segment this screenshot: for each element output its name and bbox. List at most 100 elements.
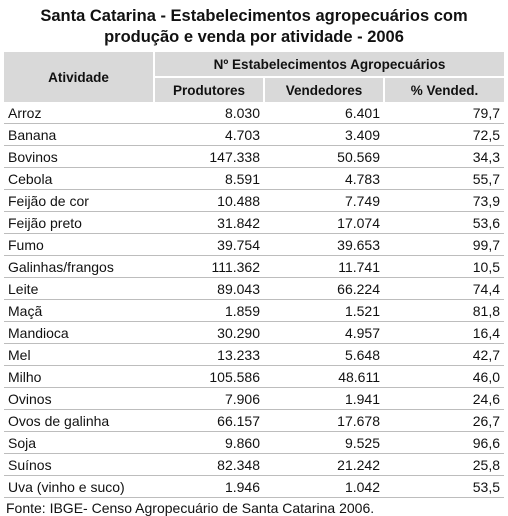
cell-atividade: Bovinos xyxy=(4,145,154,168)
table-row: Uva (vinho e suco) 1.946 1.042 53,5 xyxy=(4,475,505,498)
cell-vendedores: 21.242 xyxy=(264,453,384,476)
table-row: Galinhas/frangos 111.362 11.741 10,5 xyxy=(4,255,505,278)
header-vendedores: Vendedores xyxy=(263,76,384,102)
table-row: Banana 4.703 3.409 72,5 xyxy=(4,123,505,146)
cell-produtores: 82.348 xyxy=(154,453,264,476)
cell-atividade: Fumo xyxy=(4,233,154,256)
table-row: Ovinos 7.906 1.941 24,6 xyxy=(4,387,505,410)
cell-pct-vendedores: 53,5 xyxy=(384,475,505,498)
cell-atividade: Banana xyxy=(4,123,154,146)
cell-pct-vendedores: 99,7 xyxy=(384,233,505,256)
cell-vendedores: 1.941 xyxy=(264,387,384,410)
cell-atividade: Cebola xyxy=(4,167,154,190)
table-row: Mel 13.233 5.648 42,7 xyxy=(4,343,505,366)
cell-vendedores: 7.749 xyxy=(264,189,384,212)
cell-vendedores: 1.042 xyxy=(264,475,384,498)
cell-atividade: Arroz xyxy=(4,102,154,124)
cell-vendedores: 4.957 xyxy=(264,321,384,344)
cell-produtores: 105.586 xyxy=(154,365,264,388)
cell-vendedores: 11.741 xyxy=(264,255,384,278)
cell-pct-vendedores: 16,4 xyxy=(384,321,505,344)
cell-atividade: Leite xyxy=(4,277,154,300)
cell-pct-vendedores: 79,7 xyxy=(384,102,505,124)
cell-produtores: 30.290 xyxy=(154,321,264,344)
cell-pct-vendedores: 34,3 xyxy=(384,145,505,168)
cell-produtores: 66.157 xyxy=(154,409,264,432)
header-pct-vendedores: % Vended. xyxy=(382,76,505,102)
cell-atividade: Mel xyxy=(4,343,154,366)
table-row: Milho 105.586 48.611 46,0 xyxy=(4,365,505,388)
table-title: Santa Catarina - Estabelecimentos agrope… xyxy=(4,6,504,48)
table-row: Leite 89.043 66.224 74,4 xyxy=(4,277,505,300)
table-row: Maçã 1.859 1.521 81,8 xyxy=(4,299,505,322)
cell-pct-vendedores: 42,7 xyxy=(384,343,505,366)
cell-pct-vendedores: 53,6 xyxy=(384,211,505,234)
cell-vendedores: 3.409 xyxy=(264,123,384,146)
cell-pct-vendedores: 10,5 xyxy=(384,255,505,278)
source-note: Fonte: IBGE- Censo Agropecuário de Santa… xyxy=(6,500,375,516)
cell-produtores: 13.233 xyxy=(154,343,264,366)
cell-atividade: Uva (vinho e suco) xyxy=(4,475,154,498)
cell-atividade: Suínos xyxy=(4,453,154,476)
table-row: Ovos de galinha 66.157 17.678 26,7 xyxy=(4,409,505,432)
cell-produtores: 1.859 xyxy=(154,299,264,322)
data-table: Atividade Nº Estabelecimentos Agropecuár… xyxy=(4,52,505,498)
cell-atividade: Ovinos xyxy=(4,387,154,410)
cell-vendedores: 17.678 xyxy=(264,409,384,432)
cell-atividade: Maçã xyxy=(4,299,154,322)
cell-produtores: 31.842 xyxy=(154,211,264,234)
cell-pct-vendedores: 96,6 xyxy=(384,431,505,454)
cell-produtores: 8.030 xyxy=(154,102,264,124)
cell-pct-vendedores: 24,6 xyxy=(384,387,505,410)
cell-vendedores: 48.611 xyxy=(264,365,384,388)
table-row: Bovinos 147.338 50.569 34,3 xyxy=(4,145,505,168)
cell-produtores: 9.860 xyxy=(154,431,264,454)
cell-pct-vendedores: 55,7 xyxy=(384,167,505,190)
table-header: Atividade Nº Estabelecimentos Agropecuár… xyxy=(4,52,505,102)
cell-produtores: 89.043 xyxy=(154,277,264,300)
cell-vendedores: 50.569 xyxy=(264,145,384,168)
cell-produtores: 4.703 xyxy=(154,123,264,146)
cell-pct-vendedores: 26,7 xyxy=(384,409,505,432)
table-row: Feijão preto 31.842 17.074 53,6 xyxy=(4,211,505,234)
table-row: Arroz 8.030 6.401 79,7 xyxy=(4,102,505,124)
cell-atividade: Feijão de cor xyxy=(4,189,154,212)
cell-pct-vendedores: 81,8 xyxy=(384,299,505,322)
cell-atividade: Milho xyxy=(4,365,154,388)
cell-vendedores: 39.653 xyxy=(264,233,384,256)
cell-produtores: 8.591 xyxy=(154,167,264,190)
cell-atividade: Mandioca xyxy=(4,321,154,344)
cell-produtores: 7.906 xyxy=(154,387,264,410)
title-line-1: Santa Catarina - Estabelecimentos agrope… xyxy=(40,7,468,25)
cell-vendedores: 5.648 xyxy=(264,343,384,366)
cell-vendedores: 4.783 xyxy=(264,167,384,190)
table-row: Suínos 82.348 21.242 25,8 xyxy=(4,453,505,476)
cell-atividade: Soja xyxy=(4,431,154,454)
cell-pct-vendedores: 46,0 xyxy=(384,365,505,388)
cell-pct-vendedores: 73,9 xyxy=(384,189,505,212)
cell-atividade: Feijão preto xyxy=(4,211,154,234)
cell-vendedores: 9.525 xyxy=(264,431,384,454)
table-row: Soja 9.860 9.525 96,6 xyxy=(4,431,505,454)
cell-produtores: 147.338 xyxy=(154,145,264,168)
header-atividade: Atividade xyxy=(4,52,154,102)
table-row: Fumo 39.754 39.653 99,7 xyxy=(4,233,505,256)
cell-vendedores: 66.224 xyxy=(264,277,384,300)
cell-pct-vendedores: 25,8 xyxy=(384,453,505,476)
header-produtores: Produtores xyxy=(153,76,264,102)
title-line-2: produção e venda por atividade - 2006 xyxy=(104,28,404,46)
cell-produtores: 39.754 xyxy=(154,233,264,256)
cell-pct-vendedores: 74,4 xyxy=(384,277,505,300)
cell-vendedores: 6.401 xyxy=(264,102,384,124)
table-body: Arroz 8.030 6.401 79,7 Banana 4.703 3.409 72,5 B… xyxy=(4,102,505,498)
cell-atividade: Galinhas/frangos xyxy=(4,255,154,278)
cell-vendedores: 1.521 xyxy=(264,299,384,322)
table-row: Cebola 8.591 4.783 55,7 xyxy=(4,167,505,190)
cell-produtores: 1.946 xyxy=(154,475,264,498)
cell-vendedores: 17.074 xyxy=(264,211,384,234)
cell-pct-vendedores: 72,5 xyxy=(384,123,505,146)
cell-produtores: 111.362 xyxy=(154,255,264,278)
table-row: Feijão de cor 10.488 7.749 73,9 xyxy=(4,189,505,212)
cell-atividade: Ovos de galinha xyxy=(4,409,154,432)
